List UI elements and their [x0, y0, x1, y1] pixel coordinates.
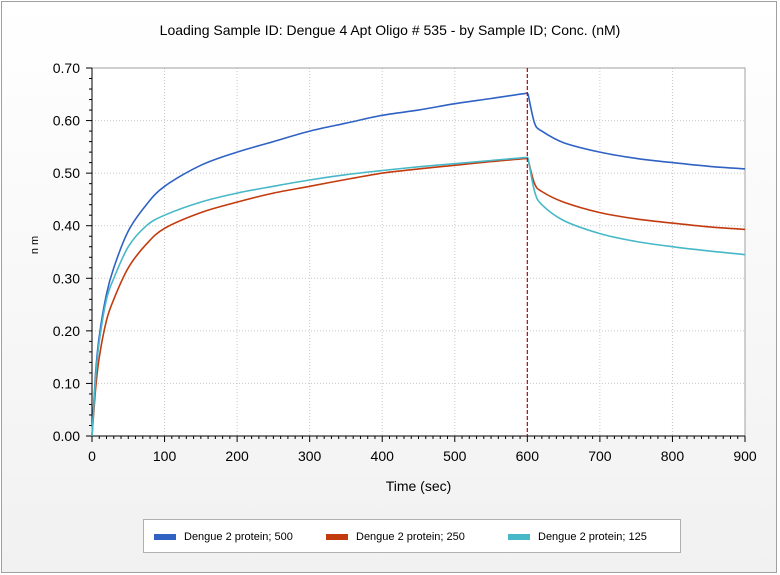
legend-label-250: Dengue 2 protein; 250: [356, 531, 465, 543]
y-tick-label: 0.30: [53, 270, 80, 286]
chart-legend: Dengue 2 protein; 500 Dengue 2 protein; …: [143, 519, 681, 553]
x-tick-label: 900: [733, 448, 757, 464]
legend-item-250: Dengue 2 protein; 250: [326, 530, 465, 544]
x-tick-label: 800: [661, 448, 685, 464]
x-tick-label: 100: [153, 448, 177, 464]
legend-item-125: Dengue 2 protein; 125: [508, 530, 647, 544]
legend-item-500: Dengue 2 protein; 500: [154, 530, 293, 544]
legend-swatch-250: [326, 534, 348, 540]
x-tick-label: 500: [443, 448, 467, 464]
y-tick-label: 0.50: [53, 165, 80, 181]
x-tick-label: 0: [88, 448, 96, 464]
y-tick-label: 0.70: [53, 60, 80, 76]
y-tick-label: 0.00: [53, 428, 80, 444]
legend-swatch-500: [154, 534, 176, 540]
x-axis-label: Time (sec): [386, 478, 452, 494]
y-tick-label: 0.20: [53, 323, 80, 339]
series-line-1: [91, 157, 746, 437]
chart-title: Loading Sample ID: Dengue 4 Apt Oligo # …: [159, 22, 621, 38]
legend-label-125: Dengue 2 protein; 125: [538, 531, 647, 543]
y-axis-label: n m: [29, 236, 41, 254]
legend-swatch-125: [508, 534, 530, 540]
x-tick-label: 600: [516, 448, 540, 464]
x-tick-label: 200: [225, 448, 249, 464]
x-tick-label: 700: [588, 448, 612, 464]
y-tick-label: 0.40: [53, 218, 80, 234]
series-line-0: [91, 92, 746, 437]
y-tick-label: 0.60: [53, 113, 80, 129]
legend-label-500: Dengue 2 protein; 500: [184, 531, 293, 543]
x-tick-label: 400: [371, 448, 395, 464]
plot-area: [92, 68, 745, 436]
y-tick-label: 0.10: [53, 375, 80, 391]
x-tick-label: 300: [298, 448, 322, 464]
series-line-2: [91, 156, 746, 437]
